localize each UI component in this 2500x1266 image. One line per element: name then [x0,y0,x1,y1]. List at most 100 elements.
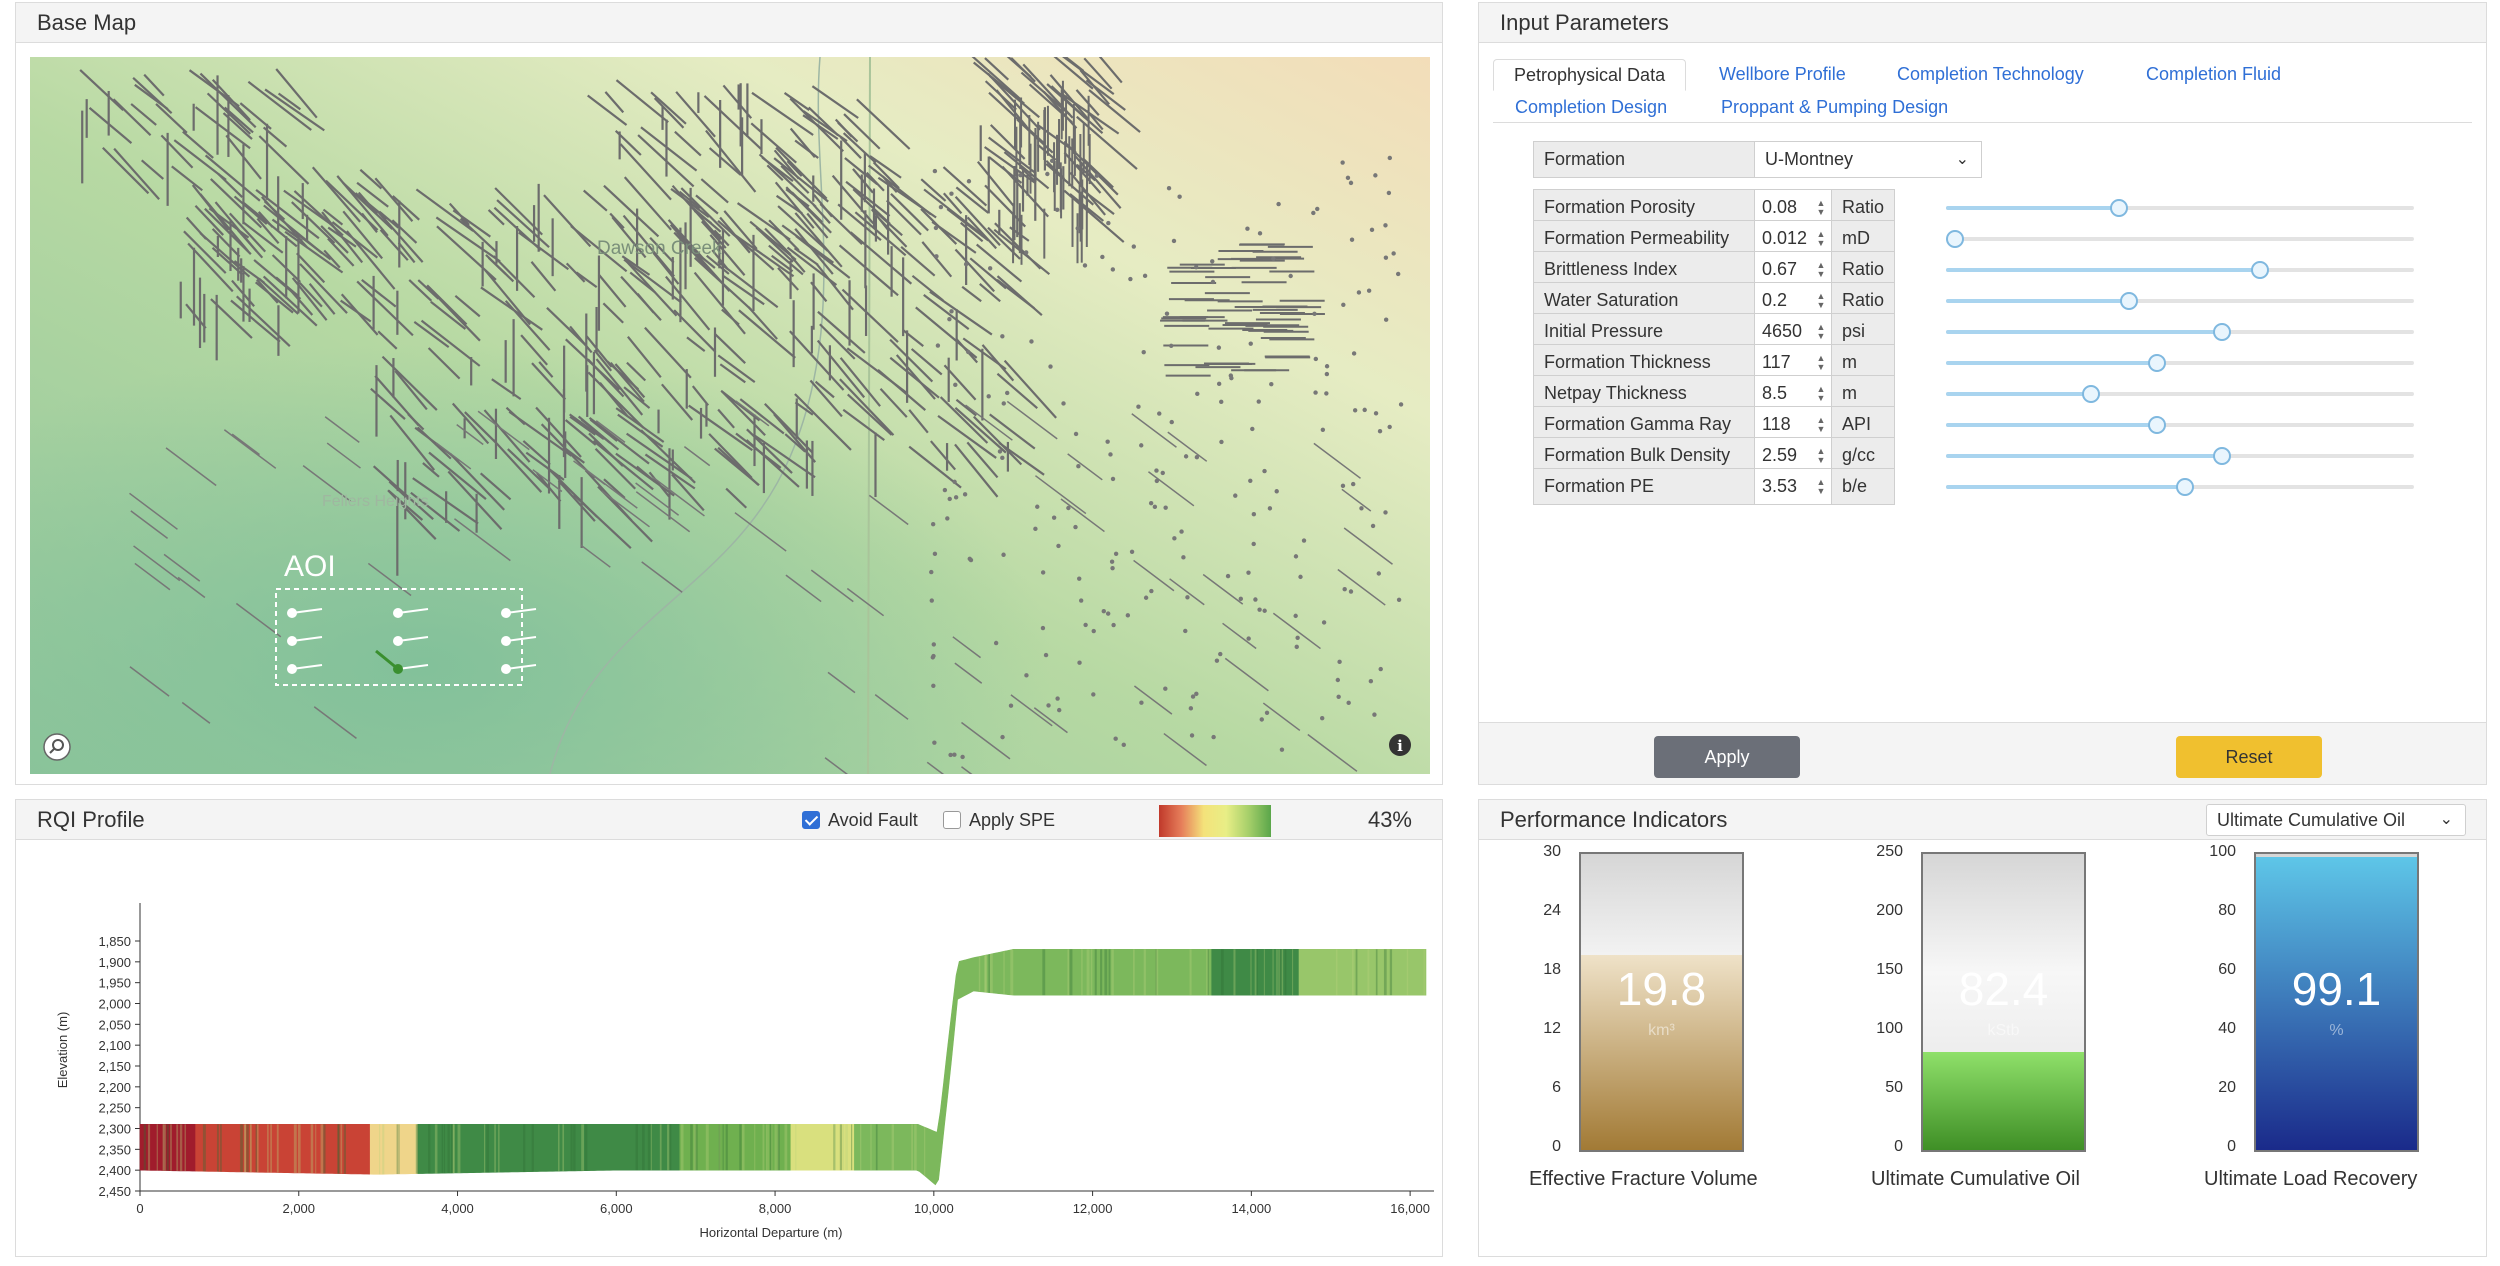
apply-spe-checkbox[interactable]: Apply SPE [943,810,1055,830]
well-line [734,512,787,552]
gauge-tick: 100 [2209,843,2236,860]
well-line [824,757,848,774]
parameter-input[interactable]: 118 ▲ ▼ [1754,406,1832,443]
well-dot [1320,427,1326,432]
parameter-slider[interactable] [1946,354,2414,372]
parameter-slider[interactable] [1946,416,2414,434]
parameter-slider[interactable] [1946,230,2414,248]
parameter-input[interactable]: 0.2 ▲ ▼ [1754,282,1832,319]
tab-wellbore-profile[interactable]: Wellbore Profile [1719,64,1846,84]
well-line [620,275,662,322]
checkbox-unchecked-icon[interactable] [943,811,961,829]
well-line [1036,143,1057,161]
parameter-slider[interactable] [1946,447,2414,465]
performance-title-text: Performance Indicators [1500,807,1728,832]
aoi-well[interactable] [287,608,297,618]
avoid-fault-checkbox[interactable]: Avoid Fault [802,810,918,830]
parameter-slider[interactable] [1946,199,2414,217]
parameter-input[interactable]: 0.08 ▲ ▼ [1754,189,1832,226]
gauge-unit: % [2329,1022,2344,1039]
parameter-input[interactable]: 0.012 ▲ ▼ [1754,220,1832,257]
map-view[interactable]: Dawson Creek Fellers Heights AOI i [30,57,1430,774]
slider-thumb[interactable] [2110,199,2129,217]
tab-completion-technology[interactable]: Completion Technology [1897,64,2084,84]
aoi-well[interactable] [393,636,403,646]
well-line [155,103,188,134]
spinner-icon[interactable]: ▲ ▼ [1816,384,1826,403]
map-canvas[interactable]: Dawson Creek Fellers Heights AOI i [30,57,1430,774]
slider-thumb[interactable] [2082,385,2101,403]
parameter-input[interactable]: 3.53 ▲ ▼ [1754,468,1832,505]
checkbox-checked-icon[interactable] [802,811,820,829]
spinner-icon[interactable]: ▲ ▼ [1816,322,1826,341]
well-line [686,336,706,352]
well-dot [960,754,965,760]
well-line [794,401,814,416]
slider-thumb[interactable] [2213,447,2232,465]
aoi-well[interactable] [501,664,511,674]
avoid-fault-label: Avoid Fault [828,810,918,830]
aoi-well[interactable] [393,608,403,618]
well-line [603,184,660,238]
slider-thumb[interactable] [2147,354,2166,372]
info-icon[interactable]: i [1389,734,1411,756]
slider-thumb[interactable] [2250,261,2269,279]
spinner-icon[interactable]: ▲ ▼ [1816,291,1826,310]
spinner-icon[interactable]: ▲ ▼ [1816,260,1826,279]
spinner-icon[interactable]: ▲ ▼ [1816,415,1826,434]
gauge-tick: 50 [1885,1079,1903,1096]
parameter-slider[interactable] [1946,261,2414,279]
apply-button[interactable]: Apply [1654,736,1800,778]
slider-thumb[interactable] [1946,230,1965,248]
zoom-icon[interactable] [43,733,71,761]
reset-button[interactable]: Reset [2176,736,2322,778]
well-dot [1110,476,1116,482]
aoi-well[interactable] [287,664,297,674]
well-line [717,354,756,384]
tab-completion-fluid[interactable]: Completion Fluid [2146,64,2282,84]
well-line [370,387,406,420]
gauge-tick: 30 [1543,843,1561,860]
well-line [374,375,420,427]
parameter-slider[interactable] [1946,323,2414,341]
well-dot [1169,343,1174,349]
well-dot [1190,694,1196,699]
tab-petrophysical-data[interactable]: Petrophysical Data [1493,59,1687,91]
formation-select[interactable]: U-Montney ⌄ [1754,141,1982,178]
spinner-icon[interactable]: ▲ ▼ [1816,446,1826,465]
well-line [204,154,261,202]
parameter-slider[interactable] [1946,478,2414,496]
well-line [302,465,351,502]
parameter-slider[interactable] [1946,292,2414,310]
spinner-icon[interactable]: ▲ ▼ [1816,198,1826,217]
well-dot [1370,523,1376,529]
spinner-icon[interactable]: ▲ ▼ [1816,353,1826,372]
parameter-slider[interactable] [1946,385,2414,403]
slider-thumb[interactable] [2213,323,2232,341]
aoi-wells[interactable] [287,608,537,674]
slider-thumb[interactable] [2175,478,2194,496]
aoi-well[interactable] [501,636,511,646]
well-dot [1142,273,1148,279]
aoi-well[interactable] [501,608,511,618]
metric-select[interactable]: Ultimate Cumulative Oil ⌄ [2206,804,2466,836]
well-dot [1383,510,1388,515]
well-dot [1340,160,1345,165]
well-dot [1276,201,1281,207]
well-dot [1164,311,1170,316]
slider-thumb[interactable] [2147,416,2166,434]
spinner-icon[interactable]: ▲ ▼ [1816,477,1826,496]
well-line [910,348,943,376]
performance-indicators-panel: Performance Indicators Ultimate Cumulati… [1478,799,2487,1257]
well-line [984,146,1035,184]
y-tick-label: 2,100 [98,1038,131,1053]
well-dot [1279,747,1285,752]
parameter-input[interactable]: 4650 ▲ ▼ [1754,313,1832,350]
well-line [601,490,650,528]
parameter-input[interactable]: 2.59 ▲ ▼ [1754,437,1832,474]
aoi-well[interactable] [287,636,297,646]
spinner-icon[interactable]: ▲ ▼ [1816,229,1826,248]
slider-thumb[interactable] [2119,292,2138,310]
tab-proppant-pumping-design[interactable]: Proppant & Pumping Design [1721,97,1949,117]
tab-completion-design[interactable]: Completion Design [1515,97,1668,117]
